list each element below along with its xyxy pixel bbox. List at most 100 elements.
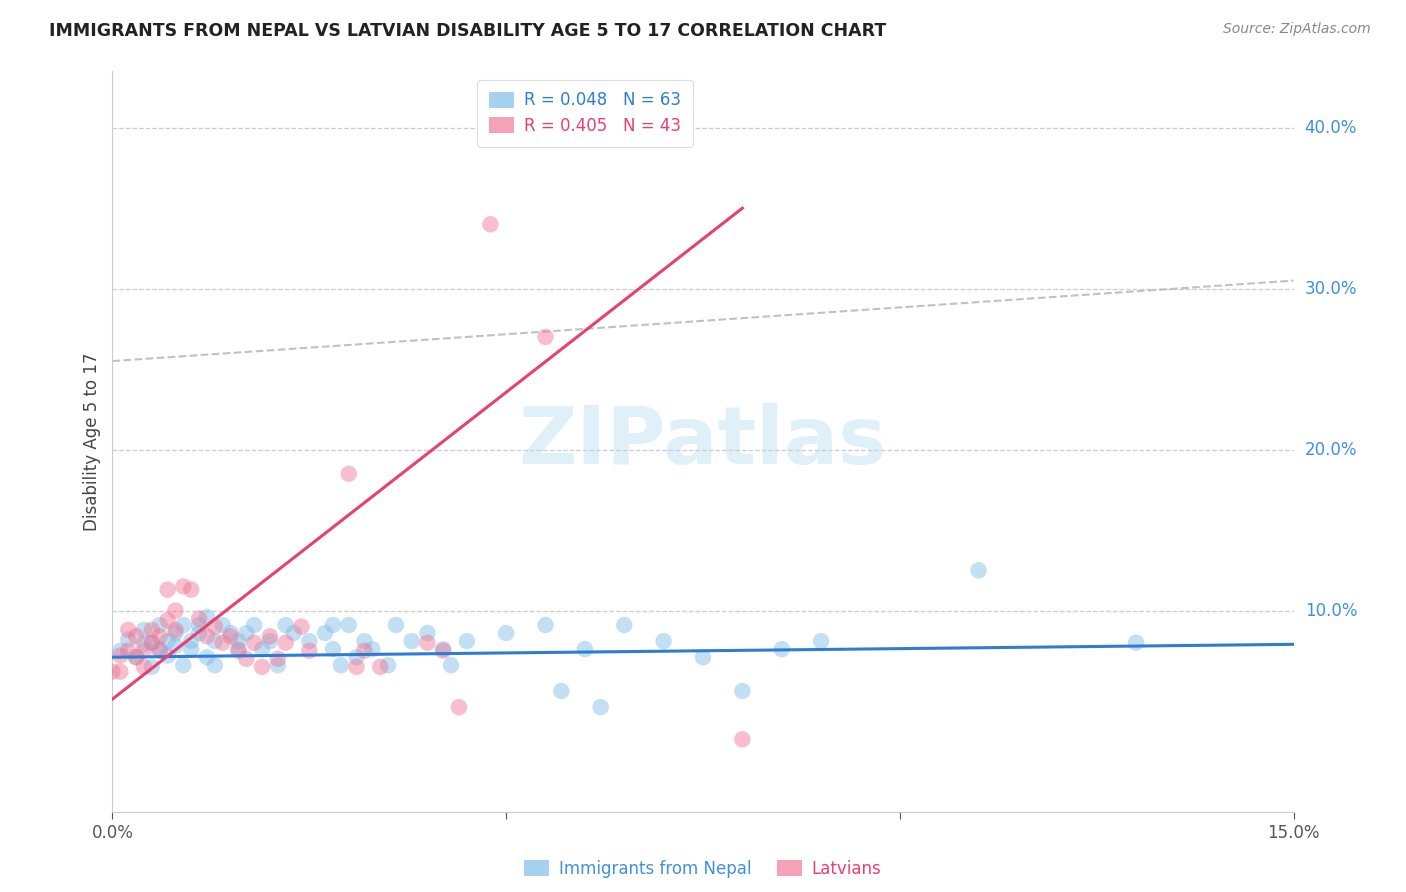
Point — [322, 618, 344, 632]
Point — [440, 658, 463, 673]
Point — [141, 636, 163, 650]
Point — [110, 665, 132, 679]
Point — [180, 634, 202, 648]
Point — [165, 623, 187, 637]
Point — [479, 217, 502, 231]
Point — [534, 618, 557, 632]
Legend: Immigrants from Nepal, Latvians: Immigrants from Nepal, Latvians — [517, 854, 889, 885]
Point — [132, 644, 155, 658]
Point — [125, 650, 148, 665]
Point — [770, 642, 793, 657]
Text: ZIPatlas: ZIPatlas — [519, 402, 887, 481]
Point — [156, 634, 179, 648]
Point — [156, 613, 179, 627]
Point — [353, 644, 375, 658]
Point — [1125, 636, 1147, 650]
Point — [495, 626, 517, 640]
Text: 10.0%: 10.0% — [1305, 601, 1357, 620]
Point — [259, 629, 281, 643]
Point — [243, 618, 266, 632]
Point — [172, 579, 194, 593]
Point — [141, 623, 163, 637]
Point — [156, 582, 179, 597]
Point — [550, 684, 572, 698]
Point — [188, 618, 211, 632]
Point — [141, 660, 163, 674]
Point — [132, 660, 155, 674]
Point — [228, 644, 250, 658]
Point — [298, 644, 321, 658]
Point — [267, 652, 290, 666]
Point — [346, 650, 368, 665]
Point — [235, 652, 257, 666]
Point — [125, 629, 148, 643]
Point — [219, 626, 242, 640]
Point — [613, 618, 636, 632]
Point — [117, 632, 139, 647]
Point — [416, 636, 439, 650]
Point — [243, 636, 266, 650]
Point — [228, 634, 250, 648]
Point — [368, 660, 391, 674]
Point — [149, 618, 172, 632]
Point — [211, 618, 233, 632]
Point — [283, 626, 305, 640]
Point — [110, 644, 132, 658]
Text: IMMIGRANTS FROM NEPAL VS LATVIAN DISABILITY AGE 5 TO 17 CORRELATION CHART: IMMIGRANTS FROM NEPAL VS LATVIAN DISABIL… — [49, 22, 886, 40]
Point — [117, 623, 139, 637]
Point — [165, 639, 187, 653]
Y-axis label: Disability Age 5 to 17: Disability Age 5 to 17 — [83, 352, 101, 531]
Point — [267, 658, 290, 673]
Point — [377, 658, 399, 673]
Point — [314, 626, 336, 640]
Point — [432, 644, 454, 658]
Point — [204, 658, 226, 673]
Point — [967, 563, 990, 577]
Point — [589, 700, 612, 714]
Point — [534, 330, 557, 344]
Point — [165, 626, 187, 640]
Point — [228, 642, 250, 657]
Point — [219, 629, 242, 643]
Point — [204, 634, 226, 648]
Point — [298, 634, 321, 648]
Point — [132, 623, 155, 637]
Point — [456, 634, 478, 648]
Point — [385, 618, 408, 632]
Point — [101, 665, 124, 679]
Point — [810, 634, 832, 648]
Point — [235, 626, 257, 640]
Point — [574, 642, 596, 657]
Point — [188, 611, 211, 625]
Point — [188, 626, 211, 640]
Point — [149, 644, 172, 658]
Point — [204, 619, 226, 633]
Text: 30.0%: 30.0% — [1305, 279, 1357, 298]
Point — [250, 642, 273, 657]
Point — [401, 634, 423, 648]
Point — [156, 648, 179, 663]
Point — [322, 642, 344, 657]
Point — [149, 629, 172, 643]
Point — [132, 637, 155, 651]
Text: Source: ZipAtlas.com: Source: ZipAtlas.com — [1223, 22, 1371, 37]
Point — [274, 618, 297, 632]
Point — [346, 660, 368, 674]
Point — [195, 650, 218, 665]
Point — [692, 650, 714, 665]
Text: 20.0%: 20.0% — [1305, 441, 1357, 458]
Point — [447, 700, 470, 714]
Point — [432, 642, 454, 657]
Point — [652, 634, 675, 648]
Point — [195, 629, 218, 643]
Point — [211, 636, 233, 650]
Point — [731, 684, 754, 698]
Point — [337, 618, 360, 632]
Point — [361, 642, 384, 657]
Point — [172, 658, 194, 673]
Point — [180, 642, 202, 657]
Point — [259, 634, 281, 648]
Point — [337, 467, 360, 481]
Point — [274, 636, 297, 650]
Point — [117, 644, 139, 658]
